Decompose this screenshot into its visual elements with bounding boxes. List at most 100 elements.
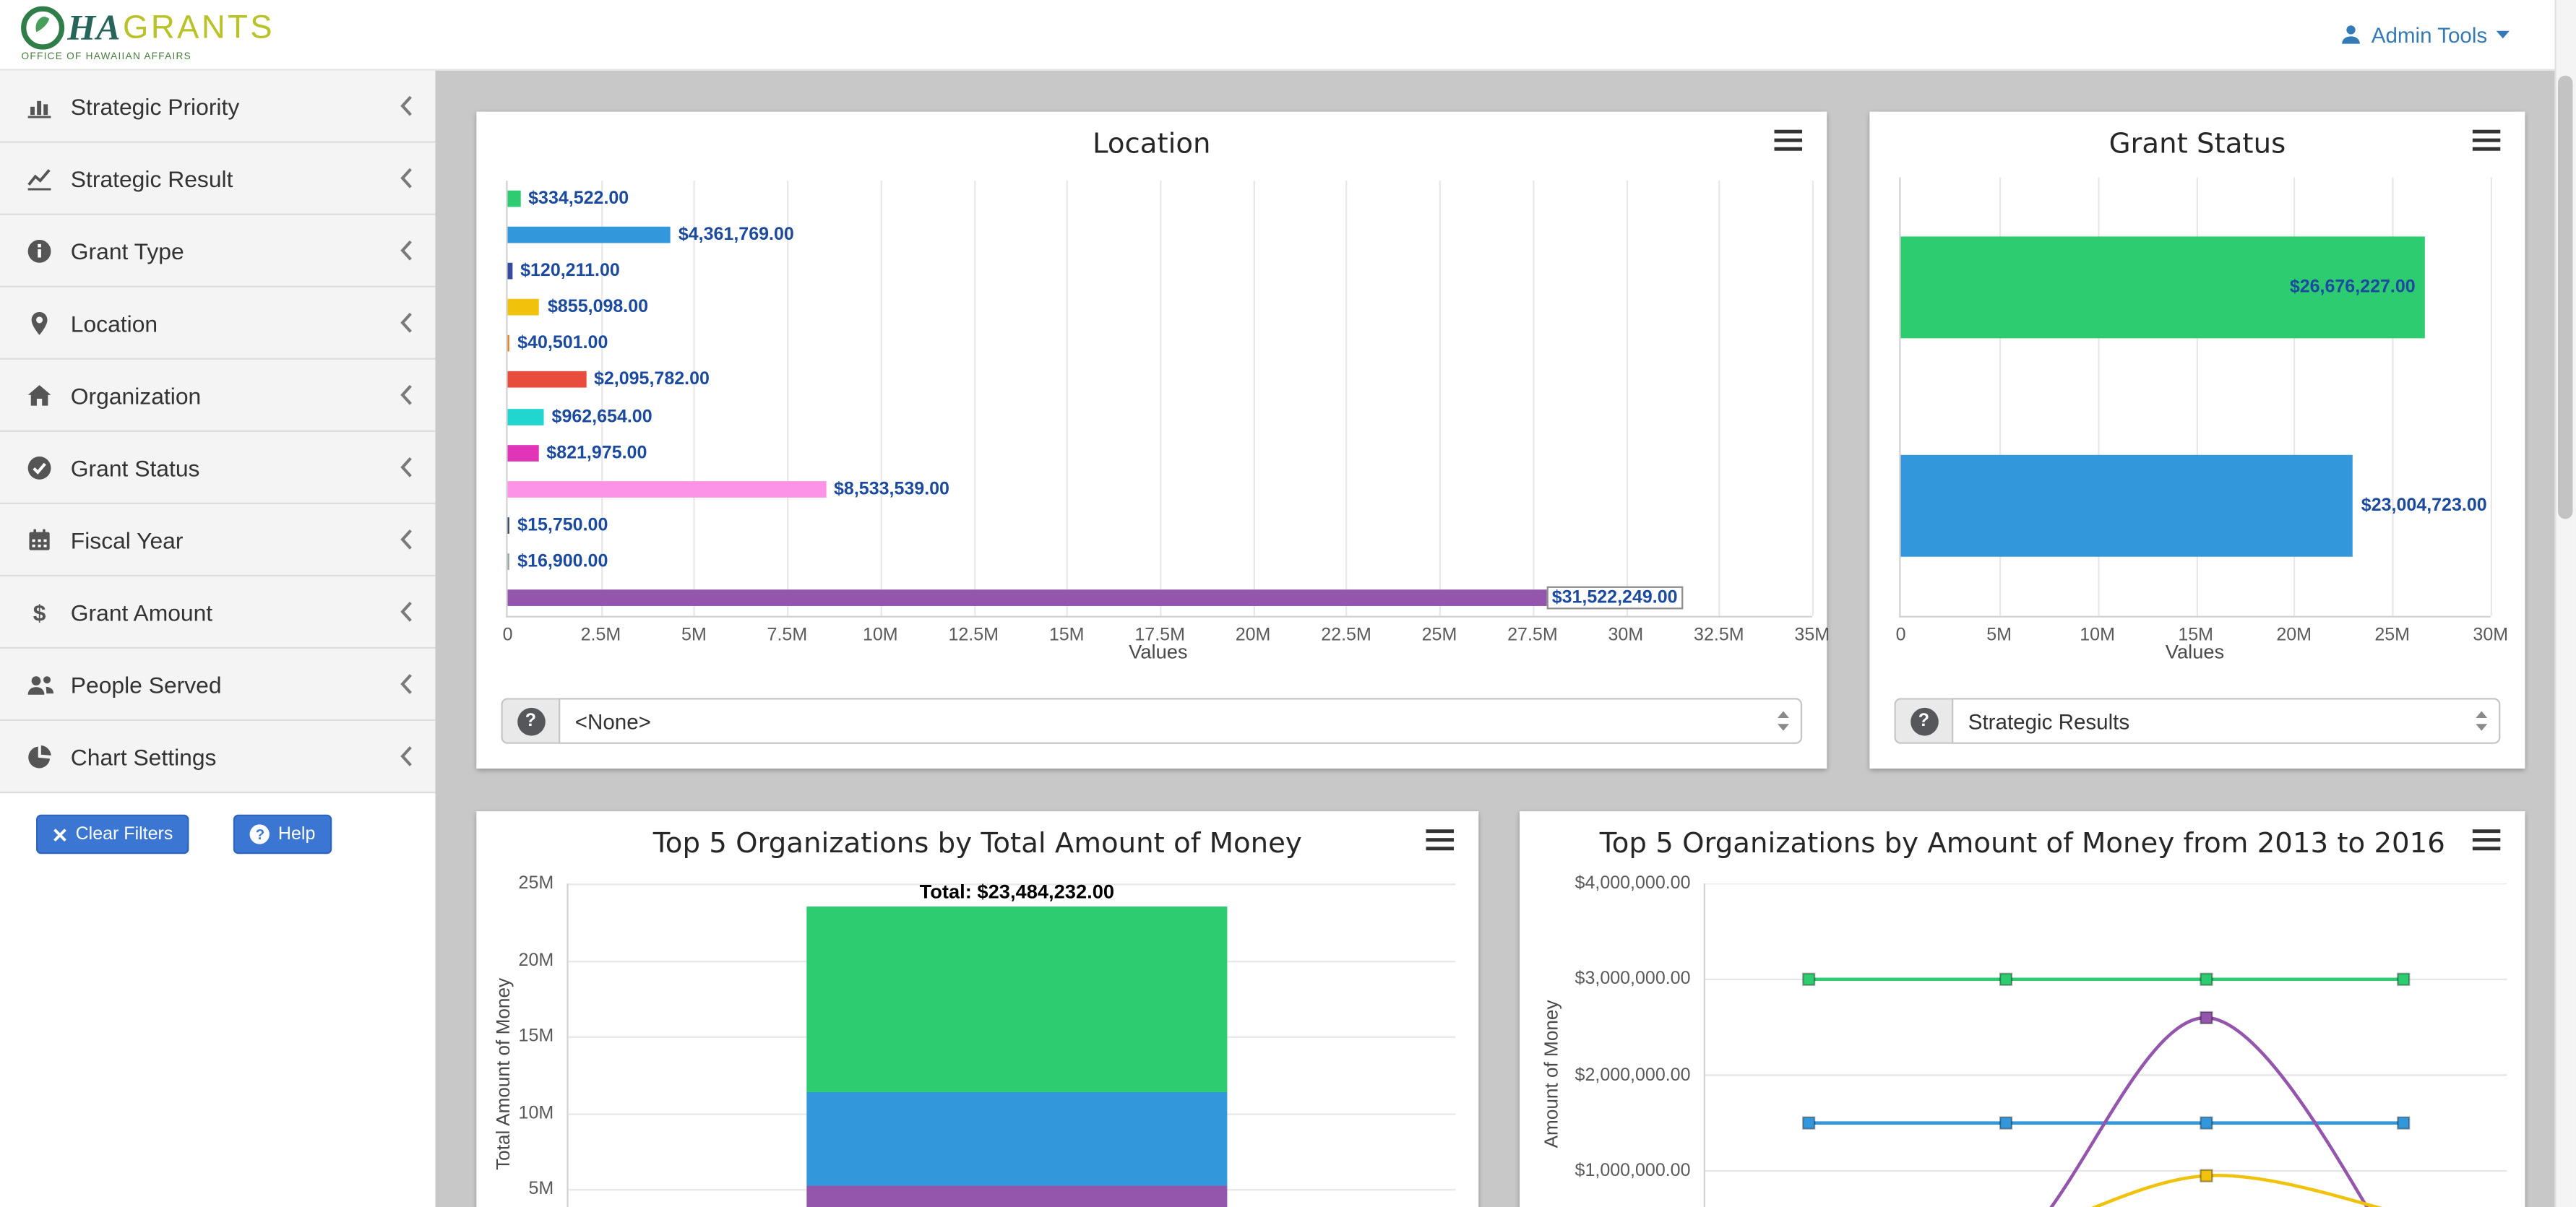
gridline (1346, 181, 1348, 616)
x-axis-tick: 5M (1986, 626, 2012, 646)
admin-tools-menu[interactable]: Admin Tools (2340, 0, 2510, 69)
sidebar-item-fiscal-year[interactable]: Fiscal Year (0, 503, 436, 577)
y-axis-tick: 10M (518, 1102, 554, 1122)
gridline (1067, 181, 1069, 616)
header: HA GRANTS OFFICE OF HAWAIIAN AFFAIRS Adm… (0, 0, 2576, 71)
sidebar-item-label: Organization (70, 381, 202, 408)
sidebar-item-strategic-priority[interactable]: Strategic Priority (0, 70, 436, 143)
help-addon[interactable]: ? (501, 698, 559, 744)
sidebar-item-label: Grant Type (70, 237, 184, 264)
chart-title-top5-by-year: Top 5 Organizations by Amount of Money f… (1599, 827, 2445, 861)
grant-status-group-selector: ? Strategic Results (1894, 698, 2501, 744)
bar-10 (507, 516, 509, 534)
chart-title-top5-total: Top 5 Organizations by Total Amount of M… (652, 827, 1302, 861)
help-button[interactable]: ? Help (233, 814, 332, 855)
chevron-left-icon (399, 457, 412, 478)
stacked-segment-blue (806, 1092, 1228, 1186)
bar-4 (507, 299, 540, 316)
user-icon (2340, 23, 2364, 46)
bar-2 (507, 227, 671, 243)
sidebar-item-grant-amount[interactable]: $ Grant Amount (0, 576, 436, 649)
bar-3 (507, 263, 512, 280)
pie-chart-icon (26, 743, 70, 769)
question-icon: ? (250, 824, 270, 844)
gridline (568, 883, 1456, 886)
gridline (1625, 181, 1628, 616)
x-axis-tick: 22.5M (1321, 626, 1371, 646)
home-icon (26, 382, 70, 408)
bar-value-label: $8,533,539.00 (834, 479, 949, 499)
data-point-marker (2200, 972, 2213, 986)
gridline (2195, 177, 2197, 616)
x-axis-tick: 35M (1794, 626, 1830, 646)
sidebar-item-grant-status[interactable]: Grant Status (0, 431, 436, 504)
clear-icon (53, 827, 67, 842)
sidebar-item-grant-type[interactable]: Grant Type (0, 215, 436, 287)
scrollbar-thumb[interactable] (2557, 75, 2573, 519)
sidebar-nav: Strategic Priority Strategic Result Grant … (0, 69, 436, 794)
main-content: Location 0 2.5M 5M 7.5M 10M 12.5M 15M 17.5M 20M 2… (435, 69, 2576, 1207)
calendar-icon (26, 527, 70, 553)
help-addon[interactable]: ? (1894, 698, 1952, 744)
x-axis-tick: 7.5M (767, 626, 808, 646)
data-point-marker (2200, 1169, 2213, 1182)
location-plot-area: 0 2.5M 5M 7.5M 10M 12.5M 15M 17.5M 20M 22.5M 25M 27… (503, 181, 1830, 646)
x-axis-tick: 25M (2374, 626, 2411, 646)
y-axis-title: Amount of Money (1542, 1000, 1563, 1148)
oha-grants-logo[interactable]: HA GRANTS OFFICE OF HAWAIIAN AFFAIRS (20, 5, 275, 62)
bar-value-label: $23,004,723.00 (2361, 496, 2487, 516)
map-marker-icon (26, 310, 70, 336)
bar-value-label: $2,095,782.00 (593, 370, 710, 390)
bar-value-label: $15,750.00 (517, 515, 608, 535)
gridline (2097, 177, 2099, 616)
bar-value-label: $31,522,249.00 (1546, 586, 1683, 610)
y-axis-tick: 20M (518, 950, 554, 970)
bar-7 (507, 408, 544, 425)
bar-11 (507, 553, 509, 570)
top5-total-chart-card: Top 5 Organizations by Total Amount of M… (476, 811, 1479, 1207)
grant-status-group-select[interactable]: Strategic Results (1952, 698, 2501, 744)
users-icon (26, 671, 70, 697)
info-circle-icon (26, 238, 70, 264)
bar-value-label: $40,501.00 (517, 334, 608, 354)
location-group-selector: ? <None> (501, 698, 1803, 744)
chevron-left-icon (399, 601, 412, 623)
x-axis-tick: 30M (2473, 626, 2509, 646)
chart-menu-icon[interactable] (2472, 129, 2501, 152)
x-axis-tick: 27.5M (1507, 626, 1558, 646)
chart-menu-icon[interactable] (1426, 829, 1455, 851)
sidebar-item-strategic-result[interactable]: Strategic Result (0, 142, 436, 215)
sidebar-item-chart-settings[interactable]: Chart Settings (0, 721, 436, 794)
scrollbar[interactable] (2554, 0, 2576, 1207)
bar-value-label: $962,654.00 (551, 406, 652, 427)
y-axis-tick: 15M (518, 1026, 554, 1047)
gridline (2392, 177, 2394, 616)
admin-tools-label: Admin Tools (2371, 22, 2488, 47)
x-axis-tick: 2.5M (580, 626, 621, 646)
location-group-select[interactable]: <None> (559, 698, 1803, 744)
chart-menu-icon[interactable] (1774, 129, 1803, 152)
x-axis-tick: 20M (2276, 626, 2312, 646)
bar-value-label: $334,522.00 (528, 189, 629, 209)
x-axis-tick: 10M (862, 626, 898, 646)
clear-filters-label: Clear Filters (75, 824, 173, 844)
data-point-marker (2200, 1011, 2213, 1025)
sidebar-item-label: Strategic Result (70, 165, 233, 191)
sidebar-item-location[interactable]: Location (0, 287, 436, 360)
bar-value-label: $855,098.00 (547, 298, 649, 318)
chart-menu-icon[interactable] (2472, 829, 2501, 851)
sidebar-actions: Clear Filters ? Help (36, 814, 332, 855)
sidebar-item-label: Location (70, 309, 158, 336)
clear-filters-button[interactable]: Clear Filters (36, 814, 190, 855)
sidebar-item-label: Grant Amount (70, 598, 213, 626)
data-point-marker (2200, 1116, 2213, 1130)
chevron-left-icon (399, 95, 412, 117)
sidebar-item-people-served[interactable]: People Served (0, 649, 436, 722)
bar-2 (1900, 455, 2353, 558)
sidebar-item-label: Fiscal Year (70, 526, 184, 553)
sidebar-item-organization[interactable]: Organization (0, 359, 436, 432)
bar-value-label: $120,211.00 (520, 261, 620, 282)
x-axis-tick: 17.5M (1134, 626, 1185, 646)
x-axis-tick: 0 (502, 626, 513, 646)
